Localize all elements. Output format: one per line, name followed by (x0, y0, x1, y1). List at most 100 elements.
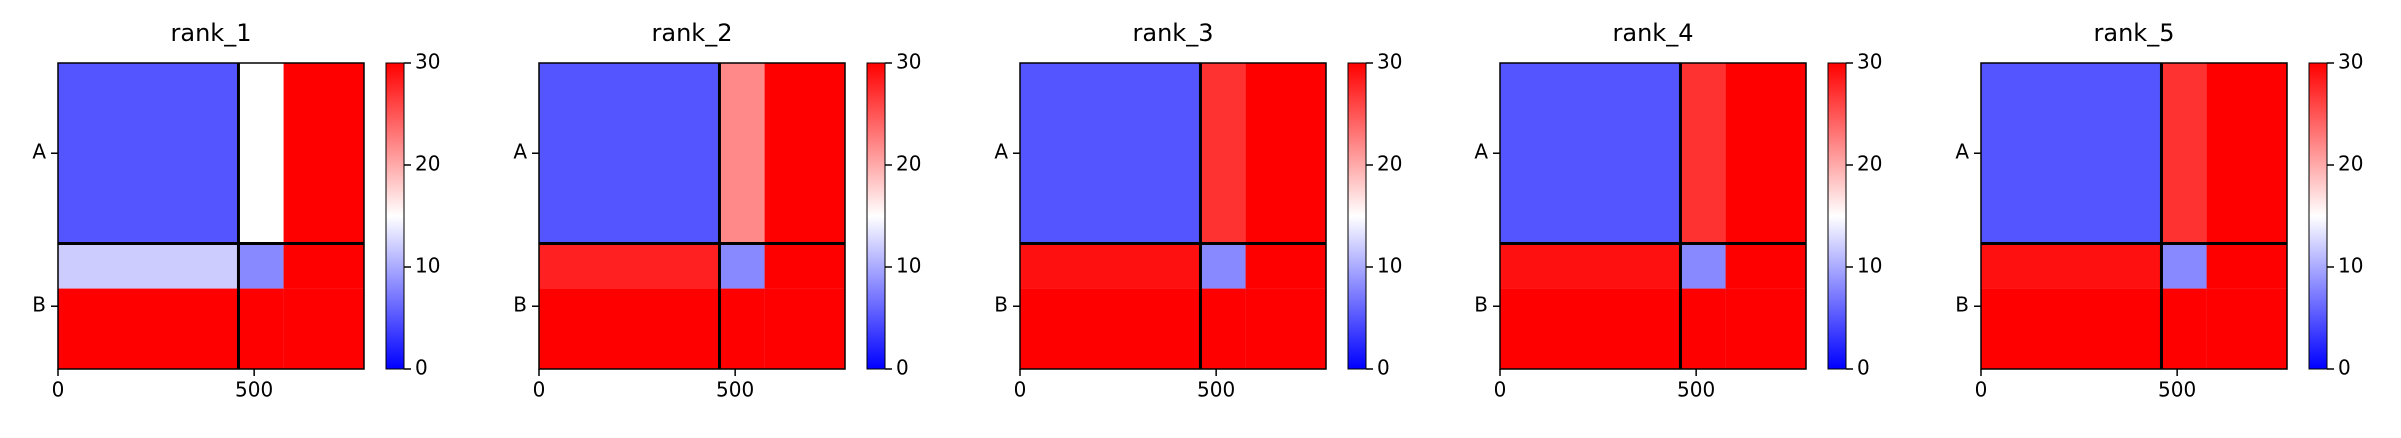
y-tick-label: B (1955, 293, 1969, 317)
panel-title: rank_3 (1133, 19, 1214, 47)
heatmap-cell (1725, 63, 1806, 244)
colorbar (866, 62, 886, 370)
heatmap-cell (719, 288, 765, 369)
colorbar-tick-label: 10 (896, 254, 921, 278)
colorbar-tick-label: 10 (1377, 254, 1402, 278)
heatmap-cell (1200, 63, 1246, 244)
colorbar-tick-label: 20 (1377, 152, 1402, 176)
x-tick-label: 500 (235, 378, 273, 402)
colorbar-tick-label: 10 (2338, 254, 2363, 278)
y-tick-label: B (1474, 293, 1488, 317)
x-tick-label: 0 (52, 378, 65, 402)
heatmap-cell (764, 288, 845, 369)
colorbar-tick-label: 20 (1857, 152, 1882, 176)
y-tick-label: B (994, 293, 1008, 317)
colorbar-tick-label: 10 (1857, 254, 1882, 278)
axes-frame (1980, 62, 2288, 370)
heatmap-cell (283, 243, 364, 289)
heatmap-cell (1981, 243, 2162, 289)
heatmap-cell (1200, 288, 1246, 369)
colorbar-tick-label: 0 (2338, 356, 2351, 380)
x-tick-label: 0 (1494, 378, 1507, 402)
axes-frame (57, 62, 365, 370)
x-tick-label: 500 (2158, 378, 2196, 402)
y-tick-label: A (1955, 140, 1969, 164)
heatmap-cell (719, 243, 765, 289)
heatmap-cell (1245, 288, 1326, 369)
y-tick-label: A (1474, 140, 1488, 164)
colorbar (2308, 62, 2328, 370)
colorbar (385, 62, 405, 370)
panel-title: rank_2 (652, 19, 733, 47)
colorbar-tick-label: 0 (1857, 356, 1870, 380)
heatmap-cell (1500, 243, 1681, 289)
x-tick-label: 0 (533, 378, 546, 402)
heatmap-cell (1680, 63, 1726, 244)
colorbar-tick-label: 30 (896, 50, 921, 74)
colorbar-tick-label: 30 (415, 50, 440, 74)
colorbar-tick-label: 20 (415, 152, 440, 176)
heatmap-cell (58, 63, 239, 244)
heatmap-cell (1500, 288, 1681, 369)
heatmap-cell (1725, 243, 1806, 289)
heatmap-cell (1680, 243, 1726, 289)
heatmap-cell (2161, 288, 2207, 369)
heatmap-cell (1020, 288, 1201, 369)
colorbar-tick-label: 30 (2338, 50, 2363, 74)
heatmap-cell (283, 288, 364, 369)
heatmap-cell (238, 243, 284, 289)
heatmap-cell (1981, 288, 2162, 369)
y-tick-label: B (32, 293, 46, 317)
heatmap-cell (2161, 63, 2207, 244)
heatmap-cell (2206, 63, 2287, 244)
heatmap-cell (58, 243, 239, 289)
heatmap-cell (539, 63, 720, 244)
heatmap-cell (1981, 63, 2162, 244)
colorbar-tick-label: 0 (896, 356, 909, 380)
heatmap-cell (764, 243, 845, 289)
y-tick-label: B (513, 293, 527, 317)
axes-frame (538, 62, 846, 370)
colorbar-tick-label: 30 (1377, 50, 1402, 74)
colorbar-tick-label: 20 (2338, 152, 2363, 176)
colorbar (1827, 62, 1847, 370)
heatmap-cell (2161, 243, 2207, 289)
heatmap-cell (2206, 288, 2287, 369)
panel-title: rank_4 (1613, 19, 1694, 47)
heatmap-cell (539, 288, 720, 369)
x-tick-label: 500 (1197, 378, 1235, 402)
heatmap-cell (764, 63, 845, 244)
colorbar (1347, 62, 1367, 370)
heatmap-cell (58, 288, 239, 369)
y-tick-label: A (32, 140, 46, 164)
heatmap-cell (238, 288, 284, 369)
colorbar-tick-label: 0 (1377, 356, 1390, 380)
heatmap-cell (539, 243, 720, 289)
heatmap-cell (238, 63, 284, 244)
axes-frame (1019, 62, 1327, 370)
heatmap-cell (2206, 243, 2287, 289)
axes-frame (1499, 62, 1807, 370)
heatmap-cell (1725, 288, 1806, 369)
panel-title: rank_5 (2094, 19, 2175, 47)
heatmap-cell (1245, 63, 1326, 244)
colorbar-tick-label: 0 (415, 356, 428, 380)
y-tick-label: A (513, 140, 527, 164)
heatmap-cell (283, 63, 364, 244)
x-tick-label: 500 (1677, 378, 1715, 402)
colorbar-tick-label: 10 (415, 254, 440, 278)
heatmap-cell (1245, 243, 1326, 289)
colorbar-tick-label: 20 (896, 152, 921, 176)
heatmap-cell (1020, 63, 1201, 244)
heatmap-cell (1680, 288, 1726, 369)
heatmap-cell (719, 63, 765, 244)
colorbar-tick-label: 30 (1857, 50, 1882, 74)
x-tick-label: 0 (1975, 378, 1988, 402)
x-tick-label: 0 (1014, 378, 1027, 402)
heatmap-cell (1020, 243, 1201, 289)
heatmap-cell (1200, 243, 1246, 289)
x-tick-label: 500 (716, 378, 754, 402)
y-tick-label: A (994, 140, 1008, 164)
